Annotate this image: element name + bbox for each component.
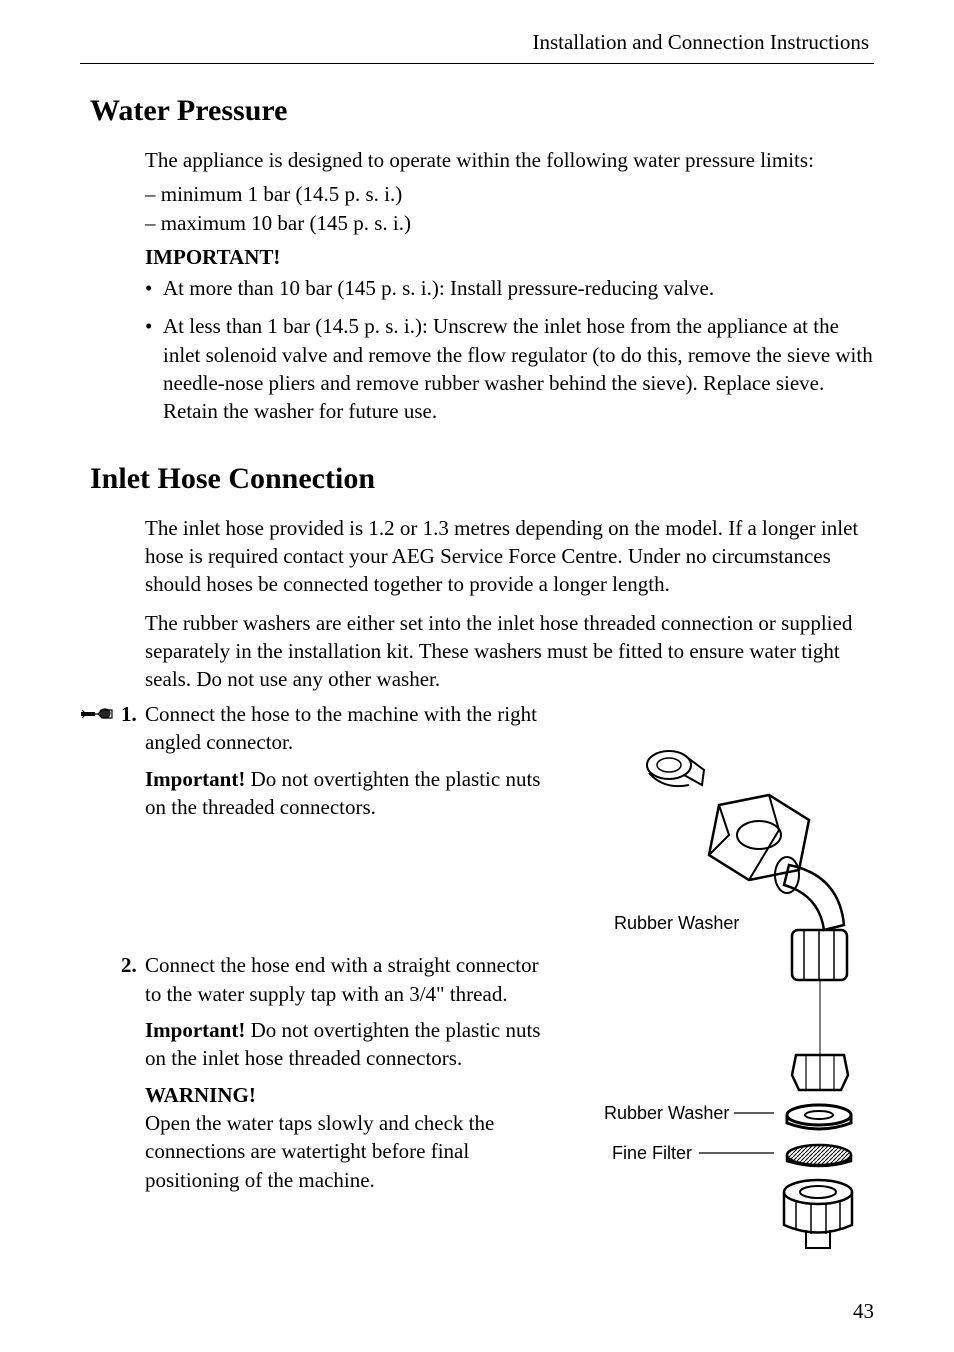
step1-number: 1. [121,700,137,728]
step-2: 2. Connect the hose end with a straight … [121,951,551,1194]
step-1: 1. Connect the hose to the machine with … [121,700,551,821]
section1-intro: The appliance is designed to operate wit… [145,146,874,174]
step1-important-label: Important! [145,767,245,791]
warning-label: WARNING! [145,1083,256,1107]
bullet-1: At more than 10 bar (145 p. s. i.): Inst… [145,274,874,302]
bullet-2: At less than 1 bar (14.5 p. s. i.): Unsc… [145,312,874,425]
page-number: 43 [853,1299,874,1324]
step1-text: Connect the hose to the machine with the… [145,702,537,754]
important-label: IMPORTANT! [145,245,874,270]
dash-min: – minimum 1 bar (14.5 p. s. i.) [145,180,874,208]
dash-max: – maximum 10 bar (145 p. s. i.) [145,209,874,237]
step2-number: 2. [121,951,137,979]
label-fine-filter: Fine Filter [612,1143,692,1164]
label-rubber-washer-1: Rubber Washer [614,913,739,934]
section2-para2: The rubber washers are either set into t… [145,609,874,694]
step2-important-label: Important! [145,1018,245,1042]
label-rubber-washer-2: Rubber Washer [604,1103,729,1124]
header-text: Installation and Connection Instructions [80,30,874,63]
section2-para1: The inlet hose provided is 1.2 or 1.3 me… [145,514,874,599]
pointing-hand-icon [80,704,115,729]
hose-diagram: Rubber Washer Rubber Washer Fine Filter [534,735,874,1275]
warning-text: Open the water taps slowly and check the… [145,1111,494,1192]
section2-title: Inlet Hose Connection [90,462,874,496]
header-rule [80,63,874,64]
step2-text: Connect the hose end with a straight con… [145,953,539,1005]
section1-title: Water Pressure [90,94,874,128]
